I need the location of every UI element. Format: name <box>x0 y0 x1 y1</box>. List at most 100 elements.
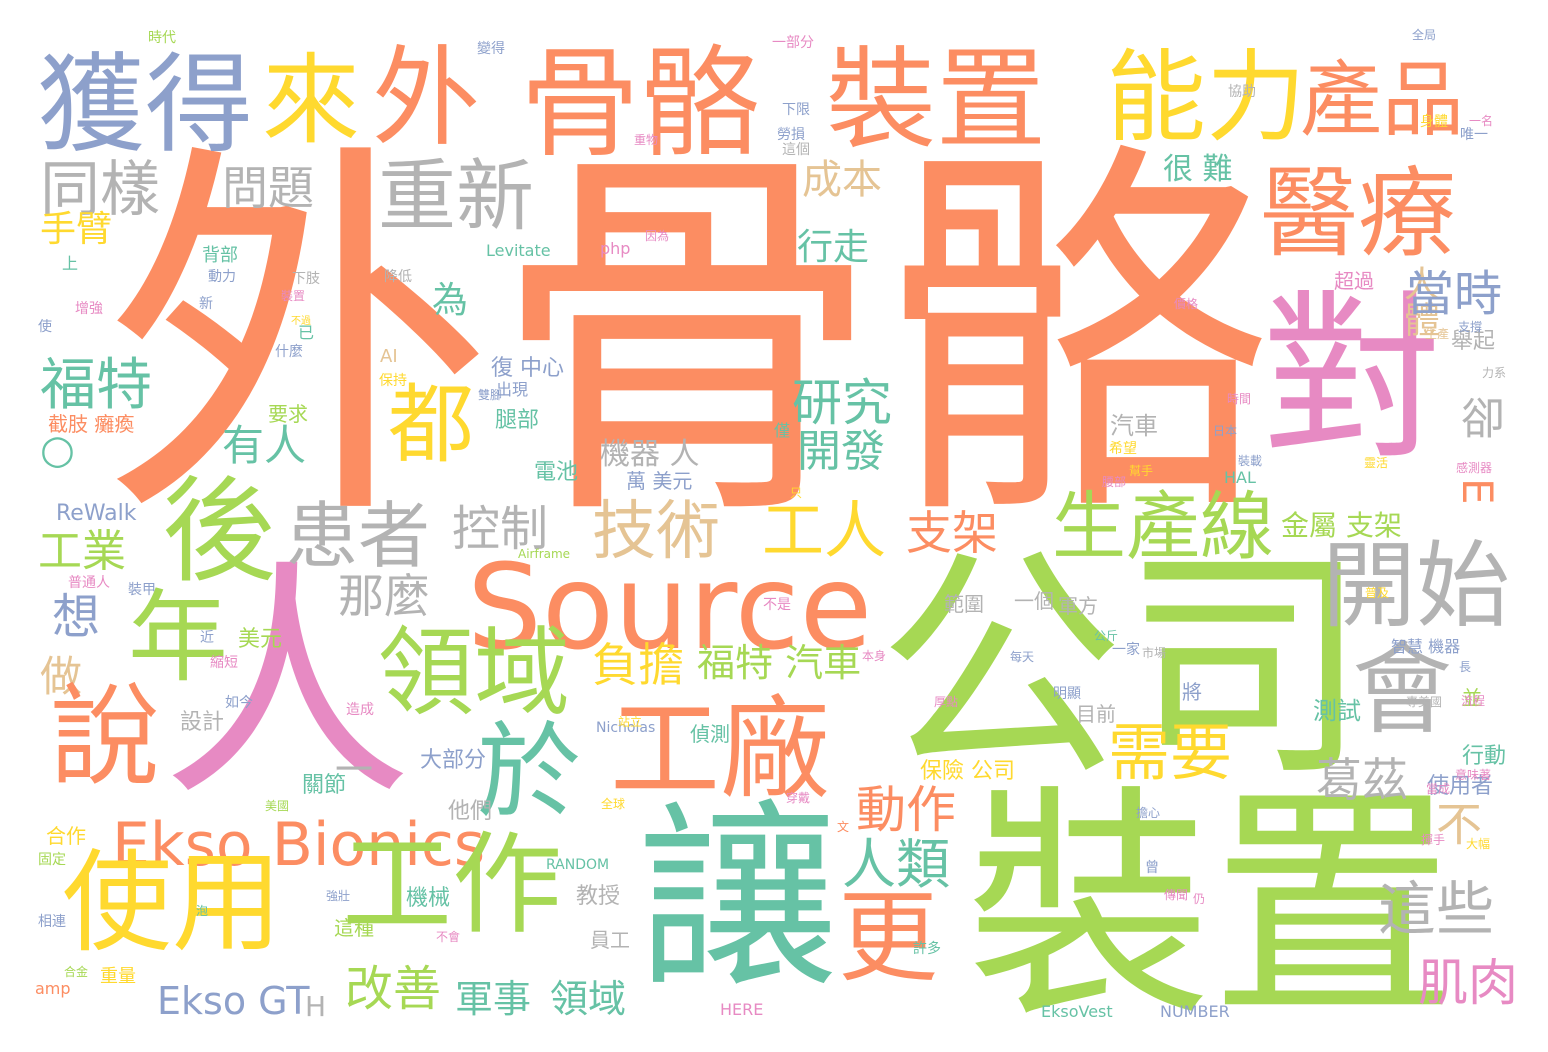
cloud-word: 變得 <box>477 41 505 57</box>
cloud-word: 讓 <box>638 783 839 1016</box>
cloud-word: 於 <box>477 711 582 833</box>
cloud-word: 不過 <box>291 316 311 327</box>
cloud-word: 成本 <box>802 157 882 203</box>
cloud-word: 一個 <box>1014 589 1054 613</box>
cloud-word: ReWalk <box>56 501 137 526</box>
cloud-word: 這種 <box>334 916 374 940</box>
cloud-word: 相連 <box>38 914 66 930</box>
cloud-word: 問題 <box>222 161 314 215</box>
cloud-word: 外骨骼 <box>102 113 1272 567</box>
cloud-word: 骨骼 <box>520 35 760 174</box>
cloud-word: 日本 <box>1213 424 1238 438</box>
cloud-word: 價格 <box>1174 297 1199 311</box>
cloud-word: 復 中心 <box>491 356 564 381</box>
cloud-word: Levitate <box>486 241 551 260</box>
cloud-word: 身體 <box>1420 114 1448 130</box>
cloud-word: 截肢 癱瘓 <box>48 412 135 436</box>
cloud-word: 雙腳 <box>478 388 503 402</box>
cloud-word: 電池 <box>534 460 579 485</box>
cloud-word: 患者 <box>286 494 431 578</box>
cloud-word: 曾 <box>1145 860 1159 876</box>
cloud-word: 下限 <box>782 102 810 118</box>
cloud-word: 傳聞 <box>1164 888 1189 902</box>
cloud-word: 勞損 <box>777 127 805 143</box>
cloud-word: 不會 <box>436 930 461 944</box>
cloud-word: 本身 <box>862 649 887 663</box>
cloud-word: 時間 <box>1227 392 1252 406</box>
cloud-word: 開始 <box>1322 532 1511 641</box>
cloud-word: 要求 <box>268 402 308 426</box>
cloud-word: 研究 <box>792 374 892 432</box>
cloud-word: amp <box>35 979 71 998</box>
cloud-word: 軍事 <box>455 977 532 1021</box>
cloud-word: 技術 <box>592 495 720 569</box>
cloud-word: 會 <box>1352 631 1452 748</box>
cloud-word: 說 <box>50 673 160 801</box>
cloud-word: 美元 <box>238 627 283 652</box>
cloud-word: 這些 <box>1378 875 1495 943</box>
cloud-word: 工業 <box>38 526 126 577</box>
cloud-word: RANDOM <box>546 857 610 873</box>
cloud-word: 造成 <box>346 702 374 718</box>
cloud-word: 偵測 <box>690 722 730 746</box>
cloud-word: 幫手 <box>1129 464 1154 478</box>
cloud-word: HAL <box>1224 468 1256 487</box>
cloud-word: 使用 <box>62 839 282 967</box>
cloud-word: 有人 <box>222 421 307 470</box>
cloud-word: 智慧 機器 <box>1391 637 1461 656</box>
cloud-word: 大部分 <box>420 748 487 773</box>
cloud-word: 那麼 <box>338 569 430 623</box>
cloud-word: 專美國 <box>1406 695 1443 709</box>
cloud-word: 揮手 <box>1421 833 1446 847</box>
cloud-word: 裝載 <box>1238 454 1263 468</box>
cloud-word: 都 <box>388 375 474 475</box>
cloud-word: 超過 <box>1334 269 1374 293</box>
cloud-word: 上 <box>62 254 79 273</box>
cloud-word: 裝甲 <box>128 582 156 598</box>
cloud-word: php <box>600 239 631 258</box>
cloud-word: 支撐 <box>1458 320 1483 334</box>
cloud-word: 當時 <box>1406 266 1503 322</box>
cloud-word: 意味著 <box>1455 768 1492 782</box>
cloud-word: 外 <box>372 36 481 161</box>
cloud-word: 全局 <box>1412 28 1437 42</box>
cloud-word: 使 <box>38 319 52 335</box>
cloud-word: 腿部 <box>495 408 540 433</box>
cloud-word: 並 <box>1462 686 1482 710</box>
cloud-word: 開發 <box>797 426 885 477</box>
cloud-word: 年 <box>128 579 228 696</box>
cloud-word: Airframe <box>518 547 571 561</box>
cloud-word: 軍方 <box>1058 594 1098 618</box>
cloud-word: 做 <box>40 652 83 701</box>
cloud-word: 合作 <box>46 824 86 848</box>
cloud-word: 長 <box>1459 660 1472 674</box>
cloud-word: 教授 <box>576 884 621 909</box>
cloud-word: 福特 <box>40 353 152 418</box>
cloud-word: 市場 <box>1142 646 1167 660</box>
cloud-word: 人類 <box>842 833 950 896</box>
cloud-word: 行動 <box>1462 744 1507 769</box>
cloud-word: 領域 <box>378 617 570 729</box>
cloud-word: 卻 <box>1453 395 1504 439</box>
cloud-word: 使用者 <box>1427 774 1494 799</box>
cloud-word: 行走 <box>797 227 870 268</box>
cloud-word: 萬 美元 <box>626 469 693 493</box>
cloud-word: 近 <box>200 630 214 646</box>
cloud-word: 負擔 <box>592 638 684 692</box>
cloud-word: 公斤 <box>1094 629 1119 643</box>
cloud-word: 增強 <box>75 301 103 317</box>
cloud-word: 範圍 <box>944 592 984 616</box>
cloud-word: 關節 <box>302 773 347 798</box>
cloud-word: 出現 <box>496 380 529 399</box>
cloud-word: 人 <box>162 539 412 830</box>
cloud-word: 金屬 支架 <box>1281 509 1402 542</box>
cloud-word: 背部 <box>202 245 238 266</box>
cloud-word: 生產 <box>1425 327 1450 341</box>
cloud-word: Ekso Bionics <box>112 810 486 880</box>
cloud-word: 更 <box>838 879 938 996</box>
cloud-word: 穿戴 <box>786 791 811 805</box>
cloud-word: 已 <box>298 323 315 342</box>
cloud-word: 一家 <box>1112 642 1140 658</box>
cloud-word: 他們 <box>448 799 493 824</box>
cloud-word: 因為 <box>645 229 670 243</box>
